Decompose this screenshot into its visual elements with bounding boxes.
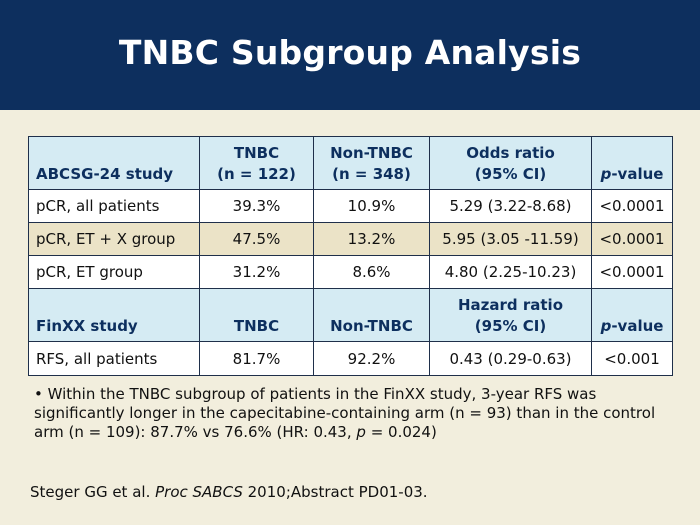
table-row: pCR, ET + X group 47.5% 13.2% 5.95 (3.05…	[28, 222, 673, 256]
row-ratio: 5.95 (3.05 -11.59)	[429, 222, 592, 256]
row-pvalue: <0.001	[591, 341, 673, 376]
citation: Steger GG et al. Proc SABCS 2010;Abstrac…	[30, 483, 428, 501]
row-tnbc: 47.5%	[199, 222, 314, 256]
slide-title: TNBC Subgroup Analysis	[118, 32, 582, 72]
header-ratio-line2: (95% CI)	[474, 165, 547, 183]
header-cell-tnbc: TNBC	[199, 288, 314, 342]
row-label: pCR, ET group	[28, 255, 200, 289]
header-pvalue-rest: -value	[611, 165, 664, 183]
citation-journal: Proc SABCS	[155, 483, 243, 501]
table-row: RFS, all patients 81.7% 92.2% 0.43 (0.29…	[28, 341, 673, 376]
citation-rest: 2010;Abstract PD01-03.	[242, 483, 428, 501]
header-ratio-line1: Hazard ratio	[457, 296, 564, 314]
row-nontnbc: 10.9%	[313, 189, 430, 223]
header-pvalue-p: p	[600, 317, 612, 335]
header-ratio-line2: (95% CI)	[474, 317, 547, 335]
header-ratio-line1: Odds ratio	[466, 144, 555, 162]
row-nontnbc: 8.6%	[313, 255, 430, 289]
header-tnbc-line1: TNBC	[233, 144, 280, 162]
header-cell-tnbc: TNBC (n = 122)	[199, 136, 314, 190]
header-cell-study: ABCSG-24 study	[28, 136, 200, 190]
row-tnbc: 81.7%	[199, 341, 314, 376]
header-cell-study: FinXX study	[28, 288, 200, 342]
row-label: RFS, all patients	[28, 341, 200, 376]
header-nontnbc-line1: Non-TNBC	[330, 144, 413, 162]
bullet-marker: •	[34, 385, 43, 403]
row-nontnbc: 13.2%	[313, 222, 430, 256]
table-header-finxx: FinXX study TNBC Non-TNBC Hazard ratio (…	[28, 288, 673, 342]
subgroup-table: ABCSG-24 study TNBC (n = 122) Non-TNBC (…	[28, 136, 673, 376]
row-label: pCR, all patients	[28, 189, 200, 223]
row-label: pCR, ET + X group	[28, 222, 200, 256]
header-pvalue-rest: -value	[611, 317, 664, 335]
note-text-end: = 0.024)	[365, 423, 437, 441]
header-cell-pvalue: p-value	[591, 288, 673, 342]
table-row: pCR, ET group 31.2% 8.6% 4.80 (2.25-10.2…	[28, 255, 673, 289]
citation-authors: Steger GG et al.	[30, 483, 156, 501]
row-pvalue: <0.0001	[591, 255, 673, 289]
row-pvalue: <0.0001	[591, 189, 673, 223]
note-p: p	[356, 423, 366, 441]
table-row: pCR, all patients 39.3% 10.9% 5.29 (3.22…	[28, 189, 673, 223]
header-cell-odds-ratio: Odds ratio (95% CI)	[429, 136, 592, 190]
row-tnbc: 39.3%	[199, 189, 314, 223]
row-ratio: 0.43 (0.29-0.63)	[429, 341, 592, 376]
header-tnbc-line2: (n = 122)	[217, 165, 296, 183]
row-ratio: 4.80 (2.25-10.23)	[429, 255, 592, 289]
title-bar: TNBC Subgroup Analysis	[0, 0, 700, 110]
note-text: Within the TNBC subgroup of patients in …	[34, 385, 656, 441]
header-cell-nontnbc: Non-TNBC (n = 348)	[313, 136, 430, 190]
header-cell-hazard-ratio: Hazard ratio (95% CI)	[429, 288, 592, 342]
row-tnbc: 31.2%	[199, 255, 314, 289]
row-ratio: 5.29 (3.22-8.68)	[429, 189, 592, 223]
table-header-abcsg: ABCSG-24 study TNBC (n = 122) Non-TNBC (…	[28, 136, 673, 190]
header-pvalue-p: p	[600, 165, 612, 183]
finxx-note: • Within the TNBC subgroup of patients i…	[34, 385, 664, 442]
header-cell-pvalue: p-value	[591, 136, 673, 190]
header-nontnbc-line2: (n = 348)	[332, 165, 411, 183]
header-cell-nontnbc: Non-TNBC	[313, 288, 430, 342]
row-nontnbc: 92.2%	[313, 341, 430, 376]
row-pvalue: <0.0001	[591, 222, 673, 256]
